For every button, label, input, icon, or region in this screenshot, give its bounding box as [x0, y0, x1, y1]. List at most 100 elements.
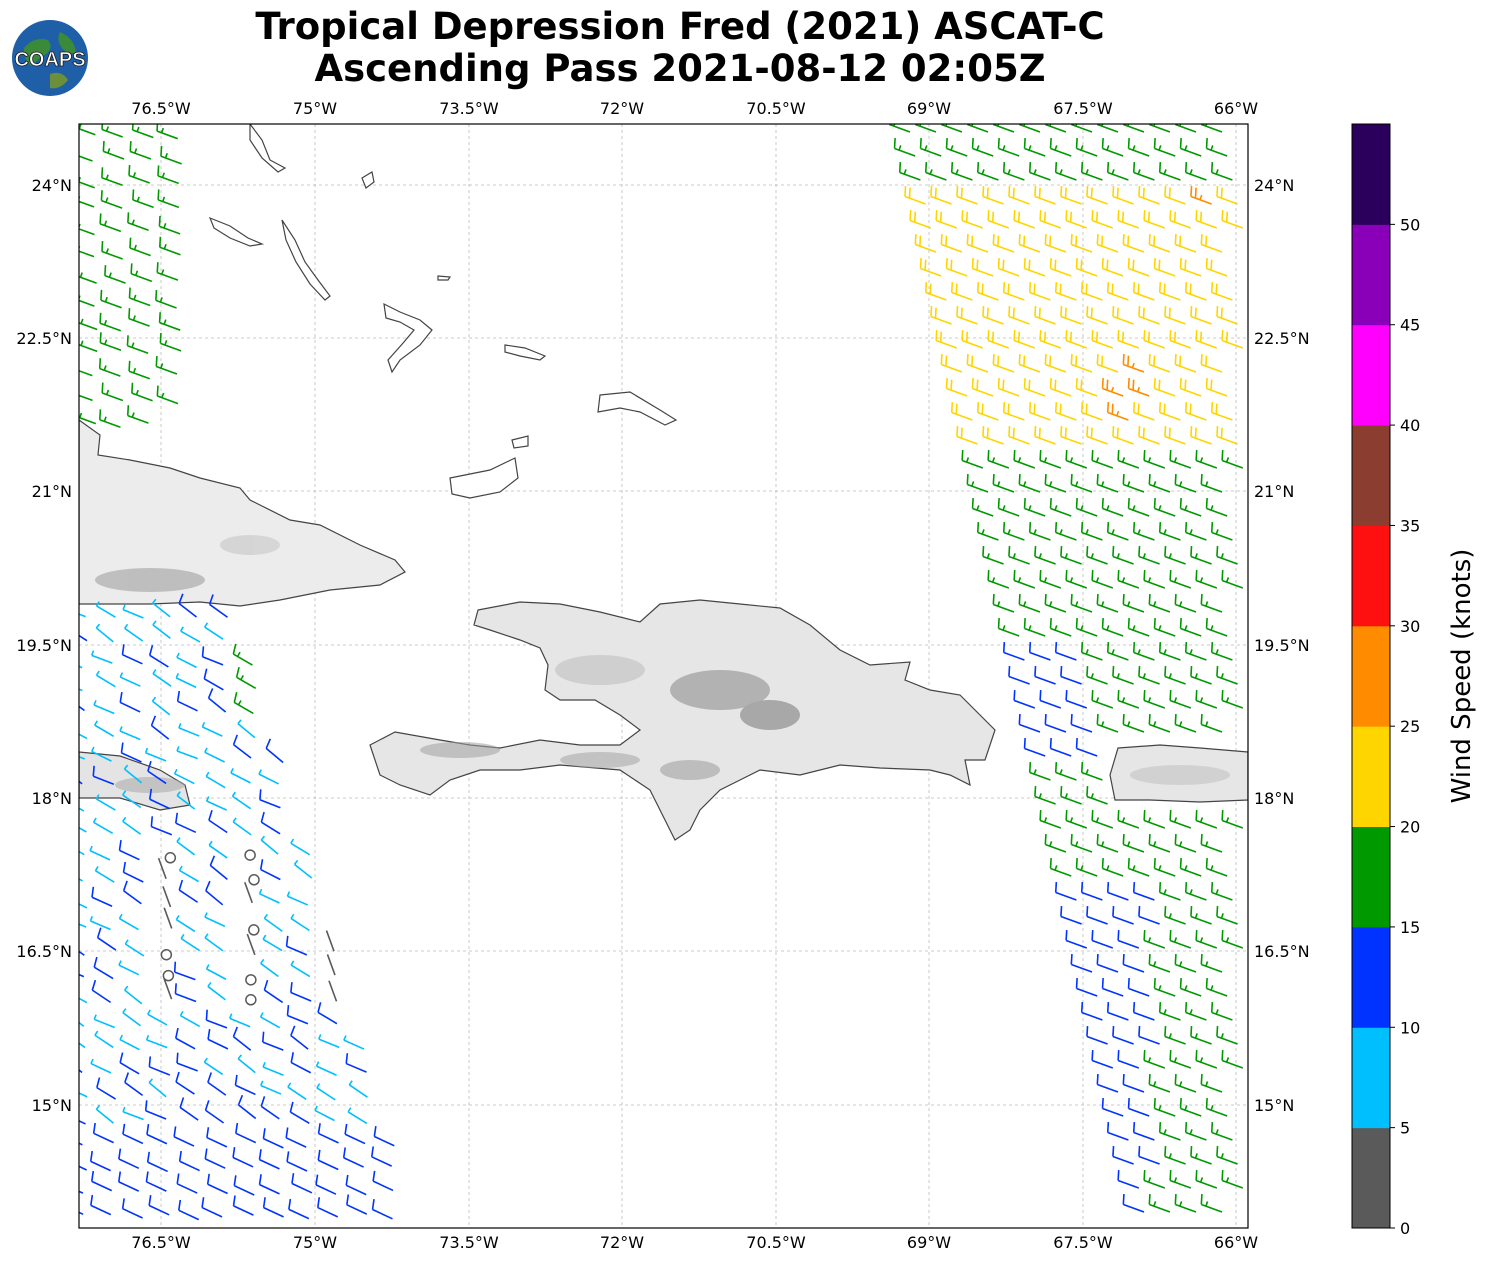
- wind-barb: [1039, 570, 1062, 589]
- wind-barb: [131, 382, 153, 402]
- wind-barb: [148, 788, 171, 810]
- wind-barb: [1044, 124, 1067, 133]
- wind-barb: [1132, 402, 1155, 421]
- wind-barb: [1117, 570, 1140, 589]
- wind-barb: [95, 670, 116, 688]
- wind-barb: [1112, 666, 1134, 685]
- lon-tick-label-bottom: 76.5°W: [131, 1233, 191, 1252]
- wind-barb: [1086, 306, 1108, 325]
- wind-barb: [348, 1080, 368, 1098]
- wind-barb: [1169, 930, 1192, 949]
- wind-barb: [1200, 834, 1223, 853]
- wind-barb: [971, 138, 994, 157]
- wind-barb: [997, 378, 1020, 397]
- wind-barb: [971, 498, 994, 517]
- wind-barb: [290, 913, 310, 932]
- wind-barb: [79, 1211, 84, 1216]
- wind-barb: [234, 1074, 256, 1096]
- wind-barb: [924, 162, 947, 181]
- wind-barb: [263, 979, 284, 1004]
- wind-barb: [122, 1123, 144, 1145]
- wind-barb: [1164, 186, 1186, 205]
- wind-barb: [997, 138, 1020, 157]
- wind-barb: [150, 715, 170, 740]
- wind-barb: [1190, 186, 1212, 205]
- wind-barb: [1028, 162, 1051, 181]
- wind-barb: [89, 915, 111, 931]
- wind-barb: [1106, 1002, 1129, 1021]
- wind-barb: [1049, 738, 1072, 757]
- wind-barb: [1070, 834, 1093, 853]
- wind-barb: [204, 912, 226, 928]
- wind-barb: [94, 720, 115, 737]
- wind-barb: [1096, 234, 1119, 253]
- colorbar-tick-label: 10: [1400, 1018, 1420, 1037]
- wind-barb: [148, 1195, 170, 1216]
- wind-barb: [1002, 282, 1025, 301]
- wind-barb: [204, 622, 224, 640]
- wind-barb: [1153, 618, 1176, 637]
- wind-barb: [79, 634, 88, 642]
- wind-barb: [1164, 306, 1186, 325]
- terrain-shading: [95, 535, 1230, 793]
- wind-barb: [950, 402, 973, 421]
- wind-barb: [1216, 666, 1238, 685]
- wind-barb: [1205, 498, 1228, 517]
- wind-barb: [1127, 1098, 1150, 1117]
- wind-barb: [1106, 402, 1129, 421]
- wind-barb: [246, 933, 256, 956]
- wind-barb: [919, 138, 942, 157]
- wind-barb: [1122, 1194, 1145, 1213]
- wind-barb: [128, 360, 151, 380]
- wind-barb: [1179, 498, 1202, 517]
- wind-barb: [176, 791, 196, 810]
- lat-tick-label-right: 15°N: [1254, 1096, 1294, 1115]
- wind-barb: [1002, 162, 1025, 181]
- wind-barb: [1054, 882, 1077, 901]
- wind-barb: [261, 1031, 284, 1051]
- wind-barb: [1117, 1050, 1140, 1069]
- wind-barb: [1034, 546, 1056, 565]
- wind-barb: [1148, 234, 1171, 253]
- lon-ticks-top: 76.5°W 75°W 73.5°W 72°W 70.5°W 69°W 67.5°W 66°W: [131, 99, 1258, 118]
- colorbar-tick-label: 50: [1400, 215, 1420, 234]
- wind-barb: [1210, 402, 1233, 421]
- wind-barb: [176, 1052, 198, 1072]
- wind-barb: [101, 241, 123, 260]
- wind-barb: [178, 879, 199, 903]
- wind-barb: [163, 978, 173, 1000]
- wind-barb: [1070, 714, 1093, 733]
- wind-barb: [94, 1030, 114, 1049]
- wind-barb: [945, 138, 968, 157]
- wind-barb: [1034, 426, 1056, 445]
- wind-barb: [1096, 354, 1119, 373]
- wind-barb: [160, 145, 182, 165]
- wind-barb: [260, 835, 279, 855]
- wind-barb: [992, 474, 1015, 493]
- wind-barb: [1164, 1146, 1186, 1165]
- wind-barb: [1216, 186, 1238, 205]
- wind-barb: [92, 1122, 114, 1144]
- lon-tick-label-top: 75°W: [293, 99, 337, 118]
- wind-barb: [1054, 522, 1077, 541]
- wind-barb: [1091, 450, 1114, 469]
- wind-barb: [121, 1198, 143, 1219]
- wind-barb: [1158, 282, 1181, 301]
- lat-tick-label-right: 18°N: [1254, 789, 1294, 808]
- wind-barb: [258, 1174, 280, 1195]
- wind-barb: [1216, 1146, 1238, 1165]
- wind-barb: [1044, 594, 1067, 613]
- wind-barb: [96, 927, 117, 951]
- wind-barb: [1112, 186, 1134, 205]
- wind-barb: [1205, 378, 1228, 397]
- wind-barb: [1096, 954, 1119, 973]
- wind-barb: [101, 167, 123, 187]
- wind-barb: [1117, 930, 1140, 949]
- wind-barb: [1153, 1098, 1176, 1117]
- wind-barb: [1112, 306, 1134, 325]
- wind-barb: [130, 263, 153, 283]
- wind-barb: [1080, 522, 1103, 541]
- wind-barb: [207, 1028, 229, 1050]
- wind-barb: [122, 1106, 144, 1121]
